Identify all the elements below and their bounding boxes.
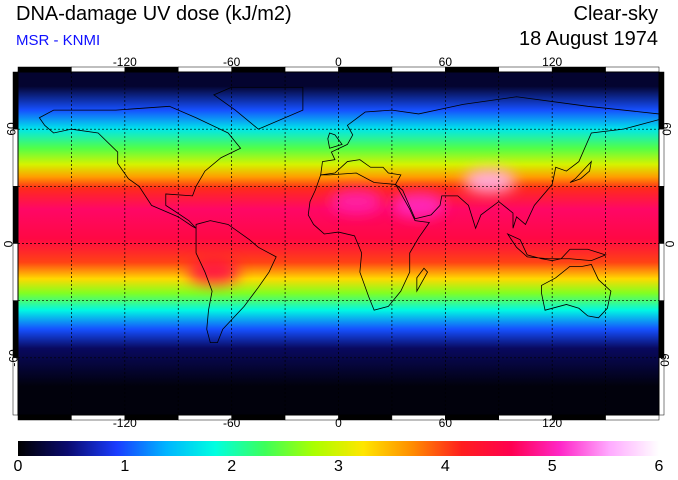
coastline-5: [213, 86, 304, 130]
top-lon-tick-label: -120: [112, 55, 137, 69]
date-label: 18 August 1974: [518, 28, 658, 50]
frame-segment: [445, 66, 500, 73]
colorbar-tick-label: 1: [120, 458, 130, 475]
frame-segment: [391, 414, 446, 421]
colorbar-tick-label: 6: [654, 458, 664, 475]
frame-segment: [605, 414, 660, 421]
right-lat-tick-label: -60: [657, 349, 672, 367]
frame-segment: [658, 71, 665, 130]
frame-segment: [338, 66, 393, 73]
chart-title: DNA-damage UV dose (kJ/m2): [16, 3, 292, 25]
frame-segment: [284, 66, 339, 73]
coastline-7: [416, 267, 429, 293]
frame-segment: [12, 186, 19, 244]
bottom-lon-tick-label: 120: [542, 416, 563, 430]
right-lat-tick-label: 60: [659, 122, 674, 136]
right-lat-tick-label: 0: [662, 240, 677, 247]
colorbar-tick-label: 3: [334, 458, 343, 475]
top-lon-tick-label: -60: [222, 55, 241, 69]
colorbar-tick-label: 0: [13, 458, 23, 475]
coastline-9: [327, 132, 343, 149]
left-lat-tick-label: 0: [1, 240, 16, 247]
coastline-layer: [38, 86, 659, 343]
coastline-8: [569, 160, 592, 183]
coastline-1: [195, 220, 277, 343]
bottom-lon-tick-label: 0: [335, 416, 342, 430]
frame-segment: [17, 414, 72, 421]
colorbar-tick-label: 4: [440, 458, 450, 475]
frame-segment: [17, 66, 72, 73]
left-lat-tick-label: 60: [4, 122, 19, 136]
bottom-lon-tick-label: -60: [222, 416, 241, 430]
frame-segment: [338, 414, 393, 421]
frame-segment: [12, 71, 19, 130]
top-lon-tick-label: 0: [335, 55, 342, 69]
coastline-0: [38, 105, 242, 229]
top-lon-tick-label: 60: [438, 55, 453, 69]
map-border: [17, 71, 660, 416]
hotspot-arabia: [392, 193, 445, 218]
frame-segment: [284, 414, 339, 421]
hotspot-tibet: [463, 168, 516, 193]
hotspot-andes: [187, 260, 240, 285]
frame-segment: [605, 66, 660, 73]
coastline-3: [320, 96, 659, 230]
frame-segment: [445, 414, 500, 421]
colorbar: [18, 441, 659, 456]
colorbar-tick-label: 5: [547, 458, 557, 475]
source-label: MSR - KNMI: [16, 32, 101, 49]
frame-segment: [12, 128, 19, 187]
sky-condition-label: Clear-sky: [573, 3, 658, 25]
colorbar-tick-label: 2: [227, 458, 237, 475]
bottom-lon-tick-label: -120: [112, 416, 137, 430]
frame-segment: [658, 243, 665, 301]
left-lat-tick-label: -60: [6, 349, 21, 367]
frame-segment: [391, 66, 446, 73]
hotspot-sahara: [330, 189, 383, 214]
top-lon-tick-label: 120: [542, 55, 563, 69]
bottom-lon-tick-label: 60: [438, 416, 453, 430]
frame-segment: [658, 186, 665, 244]
frame-segment: [12, 243, 19, 301]
frame-segment: [658, 128, 665, 187]
coastline-6: [506, 233, 607, 262]
